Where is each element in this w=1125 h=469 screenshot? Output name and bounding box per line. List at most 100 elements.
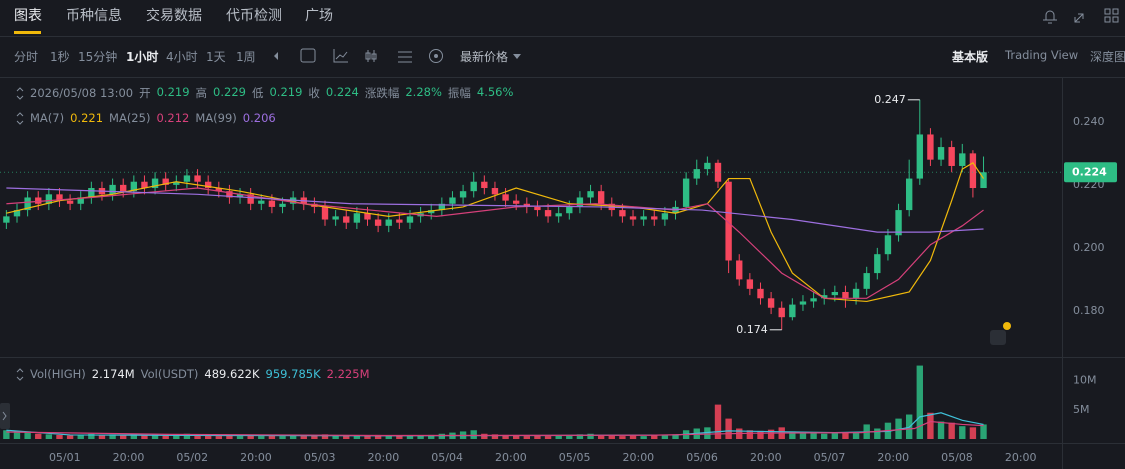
volume-bar xyxy=(3,430,10,439)
interval[interactable]: 1周 xyxy=(236,50,256,64)
volume-bar xyxy=(959,426,966,439)
volume-bar xyxy=(566,434,573,439)
volume-bar xyxy=(821,433,828,439)
tab[interactable]: 代币检测 xyxy=(226,8,282,24)
vol-value: 489.622K xyxy=(204,367,260,381)
candle-body xyxy=(576,197,584,207)
view[interactable]: 深度图 xyxy=(1090,50,1125,64)
candle-body xyxy=(874,254,881,274)
candle-body xyxy=(927,134,934,160)
template-icon xyxy=(434,54,438,58)
tab[interactable]: 广场 xyxy=(305,8,333,24)
volume-bar xyxy=(651,435,658,439)
x-tick-label: 05/04 xyxy=(431,451,463,464)
volume-bar xyxy=(672,434,679,439)
expand-icon[interactable] xyxy=(1074,13,1084,23)
volume-ma-line xyxy=(6,420,984,437)
vol-tick-label: 10M xyxy=(1073,374,1097,387)
y-tick-label: 0.180 xyxy=(1073,304,1105,317)
candle-body xyxy=(343,216,350,223)
volume-bar xyxy=(470,430,477,439)
calendar-icon[interactable] xyxy=(300,48,316,63)
tab[interactable]: 交易数据 xyxy=(146,8,202,24)
interval[interactable]: 1小时 xyxy=(126,50,159,64)
volume-bar xyxy=(258,436,265,439)
candle-body xyxy=(491,188,499,195)
x-tick-label: 20:00 xyxy=(495,451,527,464)
vol-value: 959.785K xyxy=(265,367,321,381)
candle-body xyxy=(385,219,392,226)
volume-bar xyxy=(725,418,732,439)
draw-icon[interactable] xyxy=(274,52,278,60)
candle-body xyxy=(852,288,860,299)
volume-bar xyxy=(980,424,987,439)
info-label: 收 xyxy=(308,86,320,100)
volume-bar xyxy=(162,434,169,439)
candle-body xyxy=(364,213,371,220)
last-price-box xyxy=(1064,162,1117,183)
interval[interactable]: 1秒 xyxy=(50,50,70,64)
interval[interactable]: 1天 xyxy=(206,50,226,64)
collapse-icon[interactable] xyxy=(16,368,24,381)
volume-bar xyxy=(640,436,647,439)
collapse-icon[interactable] xyxy=(16,112,24,125)
volume-bar xyxy=(332,435,339,439)
candle-body xyxy=(396,219,403,223)
settings-icon[interactable] xyxy=(398,51,412,63)
info-value: 0.219 xyxy=(269,85,303,99)
candle-body xyxy=(35,197,42,204)
candle-body xyxy=(66,200,74,204)
template-icon[interactable] xyxy=(429,49,443,63)
volume-bar xyxy=(534,435,541,439)
candle-icon[interactable] xyxy=(365,50,377,62)
ma-label: MA(25) xyxy=(109,111,151,125)
view[interactable]: Trading View xyxy=(1005,48,1079,62)
volume-bar xyxy=(35,433,42,439)
volume-bar xyxy=(120,434,127,439)
tab[interactable]: 图表 xyxy=(14,8,42,24)
candle-body xyxy=(778,307,785,318)
interval[interactable]: 4小时 xyxy=(166,50,198,64)
candle-body xyxy=(651,216,658,220)
candle-body xyxy=(905,178,913,211)
volume-bar xyxy=(937,421,945,439)
candle-body xyxy=(661,213,669,220)
candle-body xyxy=(767,298,775,308)
interval[interactable]: 15分钟 xyxy=(78,50,118,64)
volume-bar xyxy=(300,436,307,439)
volume-bar xyxy=(587,433,594,439)
dropdown-arrow[interactable] xyxy=(513,54,521,59)
candle-body xyxy=(736,260,743,280)
bell-icon[interactable] xyxy=(1043,10,1057,24)
x-tick-label: 05/03 xyxy=(304,451,336,464)
volume-bar xyxy=(491,434,499,439)
volume-bar xyxy=(513,435,520,439)
candle-body xyxy=(810,298,817,302)
indicator-icon[interactable] xyxy=(333,49,348,63)
grid-icon[interactable] xyxy=(1112,16,1119,23)
grid-icon[interactable] xyxy=(1104,16,1111,23)
grid-icon[interactable] xyxy=(1104,8,1111,15)
volume-bar xyxy=(746,430,754,439)
candle-body xyxy=(258,200,265,204)
interval[interactable]: 分时 xyxy=(14,50,39,64)
collapse-icon[interactable] xyxy=(16,87,24,100)
price-type[interactable]: 最新价格 xyxy=(460,50,509,64)
side-toggle-arrow xyxy=(2,411,7,421)
vol-legend: Vol(HIGH) 2.174M Vol(USDT) 489.622K 959.78… xyxy=(30,367,370,381)
candle-body xyxy=(513,200,520,204)
candle-body xyxy=(863,273,870,289)
volume-bar xyxy=(852,432,860,439)
grid-icon[interactable] xyxy=(1112,8,1119,15)
candle-body xyxy=(799,301,807,305)
tab[interactable]: 币种信息 xyxy=(66,8,122,24)
info-label: 涨跌幅 xyxy=(364,86,400,100)
candle-body xyxy=(120,184,127,192)
view[interactable]: 基本版 xyxy=(952,50,989,64)
volume-bar xyxy=(406,436,414,439)
x-tick-label: 05/01 xyxy=(49,451,81,464)
event-icon[interactable] xyxy=(990,330,1006,345)
side-toggle[interactable] xyxy=(0,403,10,429)
volume-bar xyxy=(130,433,138,439)
